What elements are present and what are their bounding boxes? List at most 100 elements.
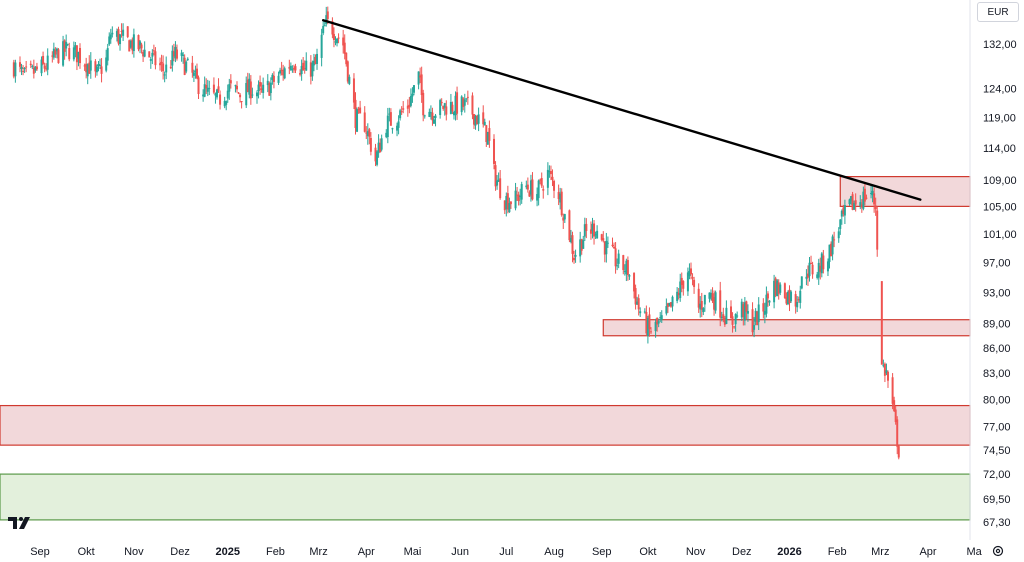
candle-body <box>191 62 194 73</box>
x-axis-ticks[interactable]: Sep Okt Nov Dez 2025 Feb Mrz Apr Mai Jun Jul Aug Sep… <box>30 546 982 558</box>
candle-body <box>331 21 334 35</box>
candle-body <box>208 88 211 90</box>
zones-layer <box>0 176 971 521</box>
candle-body <box>517 194 520 202</box>
candle-body <box>571 235 574 254</box>
candle-body <box>302 62 305 70</box>
candle-body <box>840 210 843 217</box>
candle-body <box>456 92 459 114</box>
candle-body <box>174 46 177 59</box>
candle-body <box>606 242 609 244</box>
candle-body <box>731 316 734 325</box>
candle-body <box>830 243 833 257</box>
x-tick-label: Apr <box>358 546 375 558</box>
candle-body <box>859 202 862 207</box>
candle-body <box>352 78 355 103</box>
candle-body <box>505 195 508 210</box>
candle-body <box>883 363 886 376</box>
candle-body <box>646 318 649 336</box>
candle-body <box>357 109 360 111</box>
candle-body <box>214 93 217 96</box>
candle-body <box>499 178 502 199</box>
candle-body <box>574 254 577 257</box>
candle-body <box>89 60 92 71</box>
candle-body <box>596 230 599 239</box>
candle-body <box>369 137 372 152</box>
candle-body <box>388 113 391 115</box>
candle-body <box>788 289 791 304</box>
candle-body <box>139 41 142 46</box>
settings-icon[interactable] <box>992 545 1004 557</box>
y-tick-label: 72,00 <box>983 469 1011 481</box>
candle-body <box>163 74 166 76</box>
candle-body <box>466 96 469 98</box>
candle-body <box>546 169 549 188</box>
candle-body <box>148 51 151 58</box>
candle-body <box>483 121 486 126</box>
candle-body <box>434 115 437 119</box>
candle-body <box>34 66 37 71</box>
candle-body <box>700 300 703 310</box>
candle-body <box>720 316 723 319</box>
candle-body <box>848 199 851 205</box>
candle-body <box>559 193 562 203</box>
candle-body <box>636 301 639 305</box>
candle-body <box>289 65 292 70</box>
candle-body <box>765 294 768 314</box>
candle-body <box>186 58 189 61</box>
resistance-zone-3 <box>0 404 971 446</box>
candle-body <box>693 279 696 287</box>
candle-body <box>688 270 691 276</box>
candle-body <box>379 142 382 153</box>
candle-body <box>55 48 58 52</box>
candle-body <box>639 311 642 314</box>
candle-body <box>740 301 743 318</box>
candle-body <box>774 278 777 296</box>
candle-body <box>560 191 563 216</box>
candle-body <box>756 311 759 326</box>
candle-body <box>334 41 337 43</box>
candle-body <box>99 64 102 66</box>
candle-body <box>40 59 43 74</box>
candle-body <box>169 66 172 69</box>
candle-body <box>172 51 175 57</box>
candle-body <box>316 53 319 64</box>
candle-body <box>402 108 405 110</box>
candle-body <box>257 84 260 91</box>
candle-body <box>97 64 100 67</box>
currency-button[interactable]: EUR <box>977 2 1019 22</box>
candle-body <box>796 302 799 308</box>
x-tick-label: Mrz <box>871 546 889 558</box>
candle-body <box>471 95 474 115</box>
candle-body <box>602 238 605 241</box>
candle-body <box>268 83 271 96</box>
candle-body <box>120 30 123 32</box>
candle-body <box>874 205 877 210</box>
candle-body <box>277 75 280 83</box>
candle-body <box>891 377 894 404</box>
candle-body <box>175 49 178 59</box>
candle-body <box>336 38 339 44</box>
y-axis-ticks[interactable]: 132,00 124,00 119,00 114,00 109,00 105,00 101,… <box>983 39 1017 529</box>
candle-body <box>860 204 863 208</box>
candle-body <box>679 281 682 298</box>
candle-body <box>20 67 23 69</box>
candle-body <box>152 50 155 52</box>
y-tick-label: 89,00 <box>983 319 1011 331</box>
candle-body <box>23 68 26 70</box>
candle-body <box>429 112 432 114</box>
candle-body <box>359 107 362 114</box>
candle-body <box>686 272 689 292</box>
tradingview-logo[interactable] <box>8 515 34 529</box>
candle-body <box>440 101 443 104</box>
candle-body <box>525 185 528 188</box>
candle-body <box>540 178 543 186</box>
candle-body <box>594 234 597 236</box>
candle-body <box>445 106 448 115</box>
candle-body <box>863 188 866 202</box>
candle-body <box>897 446 900 458</box>
candle-body <box>786 291 789 305</box>
candle-body <box>736 315 739 317</box>
candle-body <box>843 205 846 216</box>
